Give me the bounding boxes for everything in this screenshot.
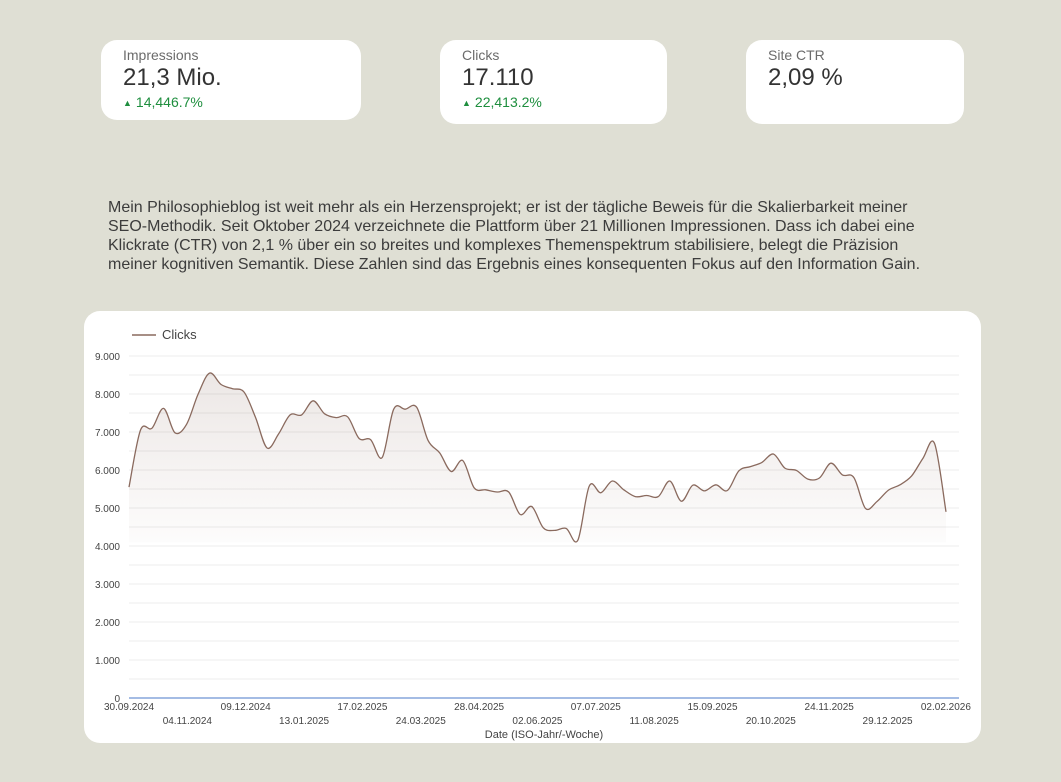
- clicks-chart-card: 30.09.2024 09.12.2024 17.02.2025 28.04.2025…: [84, 311, 981, 743]
- x-axis: 30.09.2024 09.12.2024 17.02.2025 28.04.2025…: [104, 702, 971, 727]
- x-tick-label: 07.07.2025: [571, 702, 621, 713]
- y-axis: 0 1.000 2.000 3.000 4.000 5.000 6.000 7.000 8.00…: [95, 352, 120, 705]
- arrow-up-icon: ▲: [123, 98, 132, 108]
- intro-paragraph: Mein Philosophieblog ist weit mehr als e…: [108, 199, 921, 273]
- kpi-card-site-ctr: Site CTR 2,09 %: [746, 40, 964, 124]
- kpi-label: Impressions: [123, 47, 199, 63]
- x-tick-label: 04.11.2024: [163, 716, 213, 727]
- x-tick-label: 28.04.2025: [454, 702, 504, 713]
- x-tick-label: 20.10.2025: [746, 716, 796, 727]
- kpi-card-impressions: Impressions 21,3 Mio. ▲ 14,446.7%: [101, 40, 361, 120]
- y-tick-label: 1.000: [95, 656, 120, 667]
- clicks-chart: 30.09.2024 09.12.2024 17.02.2025 28.04.2025…: [95, 327, 971, 741]
- y-tick-label: 8.000: [95, 390, 120, 401]
- y-tick-label: 2.000: [95, 618, 120, 629]
- y-tick-label: 3.000: [95, 580, 120, 591]
- legend-label: Clicks: [162, 327, 197, 342]
- x-tick-label: 02.02.2026: [921, 702, 971, 713]
- kpi-delta-value: 22,413.2%: [474, 94, 542, 110]
- y-tick-label: 4.000: [95, 542, 120, 553]
- x-axis-title: Date (ISO-Jahr/-Woche): [485, 729, 603, 741]
- kpi-value: 2,09 %: [768, 64, 843, 91]
- kpi-value: 21,3 Mio.: [123, 64, 222, 91]
- kpi-delta-value: 14,446.7%: [135, 94, 203, 110]
- x-tick-label: 29.12.2025: [863, 716, 913, 727]
- y-tick-label: 9.000: [95, 352, 120, 363]
- y-tick-label: 6.000: [95, 466, 120, 477]
- series-line-clicks[interactable]: [128, 372, 947, 543]
- x-tick-label: 09.12.2024: [221, 702, 271, 713]
- x-tick-label: 15.09.2025: [687, 702, 737, 713]
- x-tick-label: 24.11.2025: [805, 702, 855, 713]
- x-tick-label: 13.01.2025: [279, 716, 329, 727]
- x-tick-label: 30.09.2024: [104, 702, 154, 713]
- kpi-card-clicks: Clicks 17.110 ▲ 22,413.2%: [440, 40, 667, 124]
- kpi-label: Site CTR: [768, 47, 825, 63]
- legend[interactable]: Clicks: [132, 327, 197, 342]
- y-tick-label: 0: [114, 694, 120, 705]
- kpi-delta: ▲ 14,446.7%: [123, 94, 339, 113]
- y-tick-label: 5.000: [95, 504, 120, 515]
- kpi-delta: ▲ 22,413.2%: [462, 94, 645, 113]
- x-tick-label: 24.03.2025: [396, 716, 446, 727]
- x-tick-label: 02.06.2025: [512, 716, 562, 727]
- series-area-fill: [129, 372, 946, 543]
- series-area: [128, 372, 947, 543]
- x-tick-label: 17.02.2025: [337, 702, 387, 713]
- arrow-up-icon: ▲: [462, 98, 471, 108]
- kpi-value: 17.110: [462, 64, 534, 91]
- y-tick-label: 7.000: [95, 428, 120, 439]
- x-tick-label: 11.08.2025: [629, 716, 679, 727]
- kpi-label: Clicks: [462, 47, 500, 63]
